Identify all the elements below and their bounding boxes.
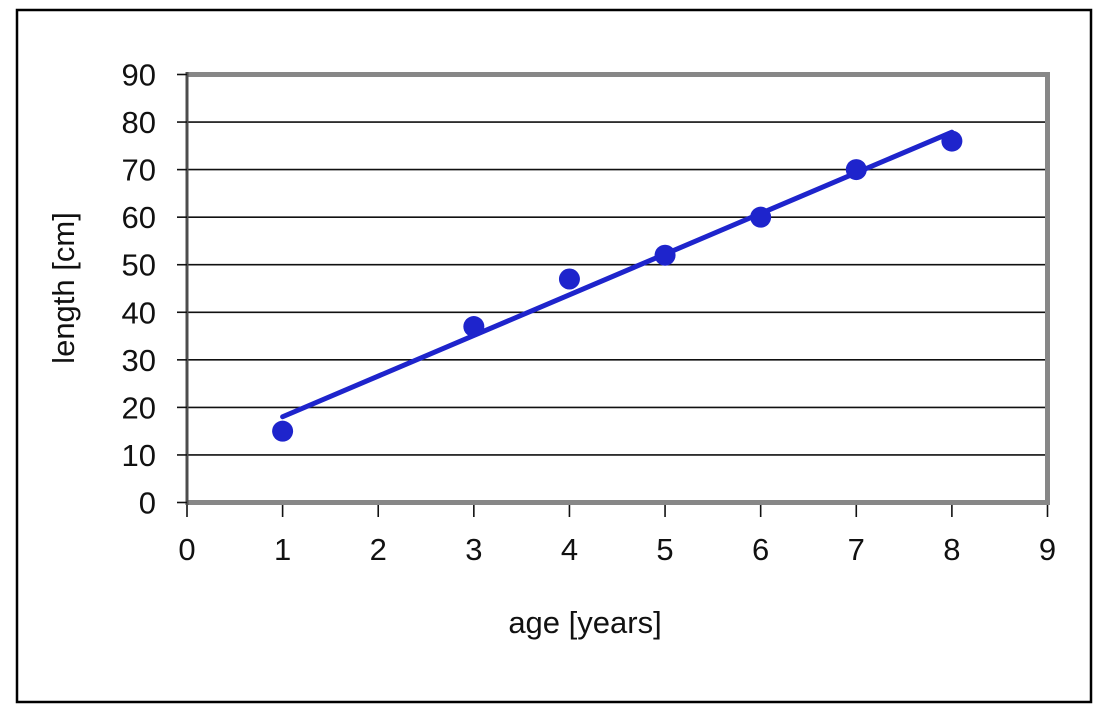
y-tick-label: 40 — [122, 295, 156, 330]
x-tick-label: 8 — [943, 532, 960, 567]
y-tick-label: 60 — [122, 200, 156, 235]
y-axis-title: length [cm] — [46, 212, 81, 364]
x-axis-title: age [years] — [508, 605, 661, 640]
plot-border-right — [1045, 72, 1050, 505]
data-point — [272, 420, 294, 442]
data-point — [654, 244, 676, 266]
ticks-layer — [177, 73, 1049, 517]
plot-border-bottom — [187, 500, 1050, 505]
x-tick-label: 6 — [752, 532, 769, 567]
data-point — [941, 130, 963, 152]
x-tick-label: 3 — [465, 532, 482, 567]
gridlines-layer — [187, 121, 1045, 456]
x-tick-label: 5 — [656, 532, 673, 567]
data-point — [750, 206, 772, 228]
plot-border-layer — [187, 72, 1050, 505]
figure-border — [15, 8, 1093, 704]
series-layer — [272, 129, 963, 442]
data-point — [463, 316, 485, 338]
y-tick-label: 50 — [122, 248, 156, 283]
x-tick-label: 0 — [178, 532, 195, 567]
y-tick-label: 70 — [122, 153, 156, 188]
tick-labels-layer: 0 10 20 30 40 50 60 70 80 90 0 1 2 3 4 5 6 7 8 9 — [122, 58, 1057, 568]
y-tick-label: 20 — [122, 390, 156, 425]
data-point — [845, 159, 867, 181]
x-tick-label: 7 — [848, 532, 865, 567]
plot-border-top — [187, 72, 1050, 77]
y-tick-label: 30 — [122, 343, 156, 378]
x-tick-label: 4 — [561, 532, 578, 567]
data-point — [558, 268, 580, 290]
axis-layer — [185, 72, 189, 505]
x-tick-label: 9 — [1039, 532, 1056, 567]
x-tick-label: 1 — [274, 532, 291, 567]
y-tick-label: 10 — [122, 438, 156, 473]
y-axis-line — [185, 72, 189, 505]
y-tick-label: 80 — [122, 105, 156, 140]
y-tick-label: 0 — [139, 486, 156, 521]
trend-line — [280, 129, 955, 420]
x-tick-label: 2 — [370, 532, 387, 567]
y-tick-label: 90 — [122, 58, 156, 93]
